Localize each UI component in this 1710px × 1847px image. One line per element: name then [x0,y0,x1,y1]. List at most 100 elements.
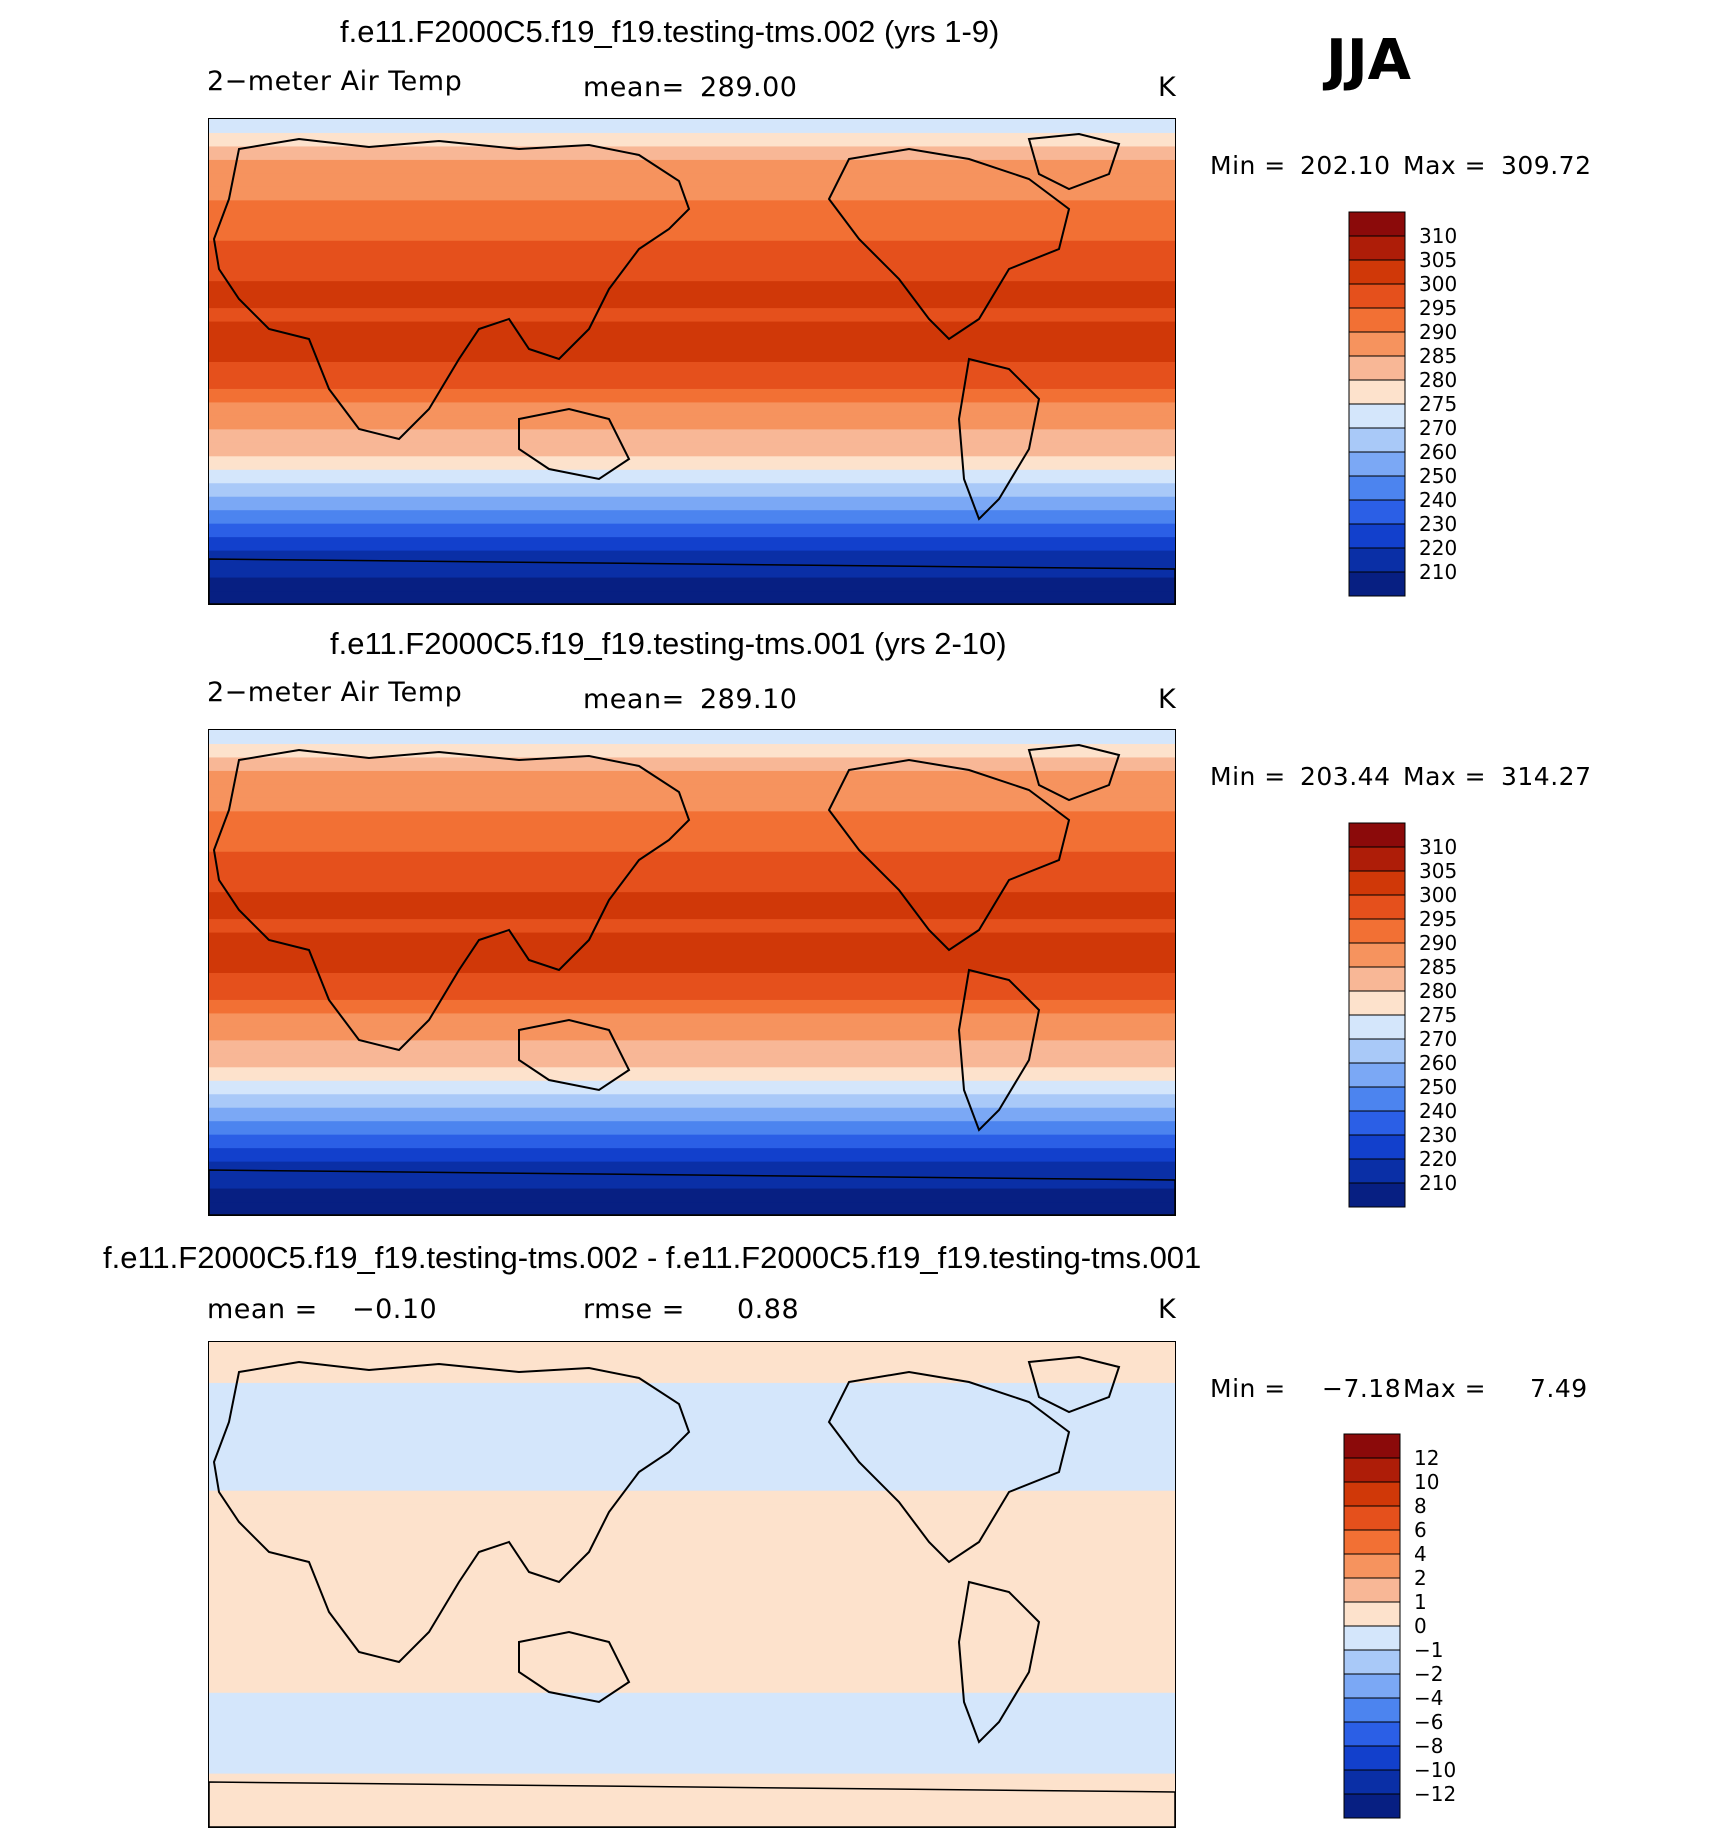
zonal-band [209,428,1175,443]
zonal-band [209,172,1175,187]
zonal-band [209,226,1175,241]
colorbar-box [1343,1649,1401,1675]
zonal-band [209,945,1175,960]
colorbar-box [1348,1086,1406,1112]
zonal-band [209,851,1175,866]
zonal-band [209,1436,1175,1451]
colorbar-box [1343,1769,1401,1795]
colorbar-label: 0 [1414,1614,1427,1638]
colorbar-label: 290 [1419,931,1457,955]
zonal-band [209,1422,1175,1437]
zonal-band [209,159,1175,174]
zonal-band [209,783,1175,798]
colorbar-box [1348,571,1406,597]
zonal-band [209,1134,1175,1149]
coastline [209,1169,1175,1215]
zonal-band [209,1813,1175,1827]
colorbar-label: 6 [1414,1518,1427,1542]
colorbar-label: 250 [1419,1075,1457,1099]
zonal-band [209,482,1175,497]
panel-3-title: f.e11.F2000C5.f19_f19.testing-tms.002 - … [103,1240,1202,1275]
colorbar-box [1348,307,1406,333]
colorbar-box [1348,1158,1406,1184]
coastline [518,1018,631,1092]
zonal-band [209,1174,1175,1189]
zonal-band [209,1719,1175,1734]
colorbar-box [1343,1553,1401,1579]
zonal-band [209,361,1175,376]
coastline [212,1360,691,1664]
panel-2-title: f.e11.F2000C5.f19_f19.testing-tms.001 (y… [330,626,1007,661]
colorbar-label: 250 [1419,464,1457,488]
zonal-band [209,1463,1175,1478]
colorbar-label: 270 [1419,416,1457,440]
colorbar-label: 295 [1419,907,1457,931]
coastline [209,558,1175,604]
zonal-band [209,1759,1175,1774]
panel-2-max-value: 314.27 [1501,762,1592,791]
colorbar-label: 230 [1419,512,1457,536]
colorbar-box [1343,1673,1401,1699]
colorbar-box [1348,427,1406,453]
colorbar-box [1348,259,1406,285]
colorbar-box [1348,846,1406,872]
colorbar-box [1348,1134,1406,1160]
colorbar-label: −4 [1414,1686,1443,1710]
zonal-band [209,972,1175,987]
colorbar-box [1343,1721,1401,1747]
colorbar-label: 210 [1419,560,1457,584]
colorbar-box [1348,211,1406,237]
zonal-band [209,1732,1175,1747]
panel-3-rmse-label: rmse = [583,1294,685,1325]
zonal-band [209,455,1175,470]
zonal-band [209,1080,1175,1095]
panel-1-mean-value: 289.00 [700,72,798,103]
zonal-band [209,307,1175,322]
zonal-band [209,1093,1175,1108]
zonal-band [209,509,1175,524]
coastline [827,758,1071,952]
colorbar-box [1348,475,1406,501]
zonal-band [209,199,1175,214]
colorbar-box [1348,1182,1406,1208]
panel-1-colorbar: 3103053002952902852802752702602502402302… [1348,211,1457,597]
colorbar-label: 280 [1419,368,1457,392]
colorbar-box [1348,894,1406,920]
zonal-band [209,348,1175,362]
coastline [1027,132,1121,191]
colorbar-label: 1 [1414,1590,1427,1614]
zonal-band [209,253,1175,268]
colorbar-box [1343,1745,1401,1771]
colorbar-label: −10 [1414,1758,1456,1782]
colorbar-label: 310 [1419,224,1457,248]
colorbar-label: 220 [1419,536,1457,560]
panel-3-rmse-value: 0.88 [737,1294,800,1325]
coastline [957,1580,1041,1744]
panel-2-mean-value: 289.10 [700,684,798,715]
zonal-band [209,186,1175,201]
panel-1-map-svg [209,119,1175,604]
panel-3-mean-value: −0.10 [352,1294,438,1325]
panel-3-max-value: 7.49 [1530,1374,1588,1403]
colorbar-label: 305 [1419,859,1457,883]
zonal-band [209,1147,1175,1162]
colorbar-label: 275 [1419,392,1457,416]
panel-2-mean-label: mean= [583,684,685,715]
zonal-band [209,810,1175,825]
colorbar-box [1348,547,1406,573]
colorbar-box [1348,1062,1406,1088]
colorbar-box [1343,1529,1401,1555]
colorbar-box [1348,235,1406,261]
zonal-band [209,496,1175,511]
colorbar-label: 285 [1419,955,1457,979]
coastline [212,137,691,441]
zonal-band [209,1786,1175,1801]
colorbar-box [1343,1433,1401,1459]
colorbar-label: 260 [1419,440,1457,464]
zonal-band [209,536,1175,551]
colorbar-box [1343,1457,1401,1483]
zonal-band [209,145,1175,160]
panel-2-min-value: 203.44 [1300,762,1391,791]
zonal-band [209,1039,1175,1054]
